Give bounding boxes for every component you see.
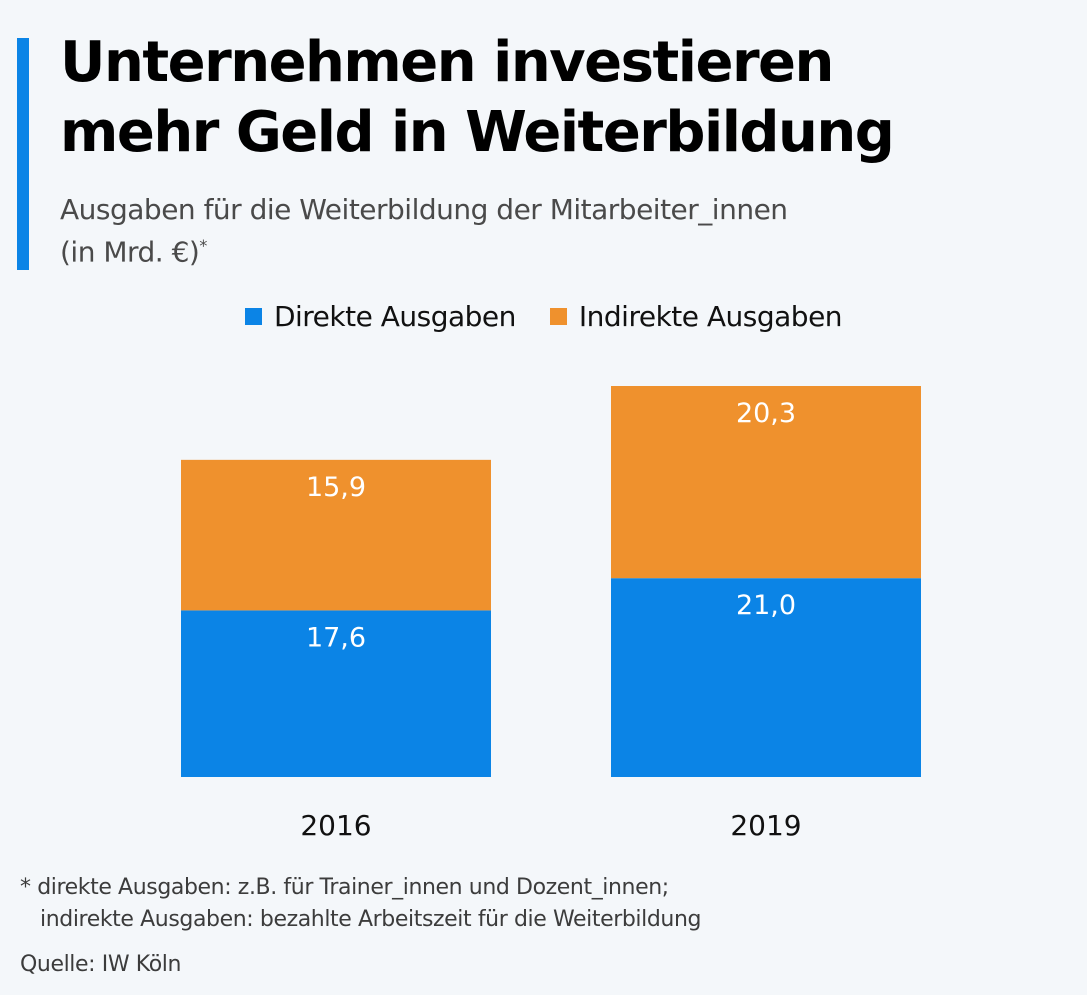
data-label-indirect-2016: 15,9 xyxy=(306,472,366,503)
footnote: * direkte Ausgaben: z.B. für Trainer_inn… xyxy=(20,872,701,936)
x-tick-label-2019: 2019 xyxy=(730,809,801,842)
bar-indirect-2019 xyxy=(611,386,921,579)
chart-subtitle: Ausgaben für die Weiterbildung der Mitar… xyxy=(60,192,1080,270)
title-accent-bar xyxy=(17,38,29,270)
legend-item-direct: Direkte Ausgaben xyxy=(244,300,516,333)
data-label-direct-2016: 17,6 xyxy=(306,622,366,653)
subtitle-line-1: Ausgaben für die Weiterbildung der Mitar… xyxy=(60,193,788,226)
footnote-marker: * xyxy=(199,236,207,255)
bar-indirect-2016 xyxy=(181,459,491,611)
subtitle-line-2: (in Mrd. €)* xyxy=(60,228,1080,270)
legend-label-direct: Direkte Ausgaben xyxy=(273,300,516,333)
data-label-indirect-2019: 20,3 xyxy=(736,398,796,429)
title-line-1: Unternehmen investieren xyxy=(60,30,834,95)
source-note: Quelle: IW Köln xyxy=(20,952,182,977)
legend-label-indirect: Indirekte Ausgaben xyxy=(578,300,843,333)
legend-swatch-indirect xyxy=(549,308,567,325)
legend: Direkte Ausgaben Indirekte Ausgaben xyxy=(0,300,1087,333)
x-tick-label-2016: 2016 xyxy=(300,809,371,842)
title-line-2: mehr Geld in Weiterbildung xyxy=(60,100,895,165)
legend-item-indirect: Indirekte Ausgaben xyxy=(549,300,843,333)
footnote-line-1: * direkte Ausgaben: z.B. für Trainer_inn… xyxy=(20,875,669,900)
subtitle-unit: (in Mrd. €) xyxy=(60,235,200,269)
data-label-direct-2019: 21,0 xyxy=(736,590,796,621)
chart-title: Unternehmen investieren mehr Geld in Wei… xyxy=(60,28,1080,168)
footnote-line-2: indirekte Ausgaben: bezahlte Arbeitszeit… xyxy=(40,907,702,932)
bar-direct-2016 xyxy=(181,610,491,777)
legend-swatch-direct xyxy=(244,308,262,325)
bar-direct-2019 xyxy=(611,578,921,777)
